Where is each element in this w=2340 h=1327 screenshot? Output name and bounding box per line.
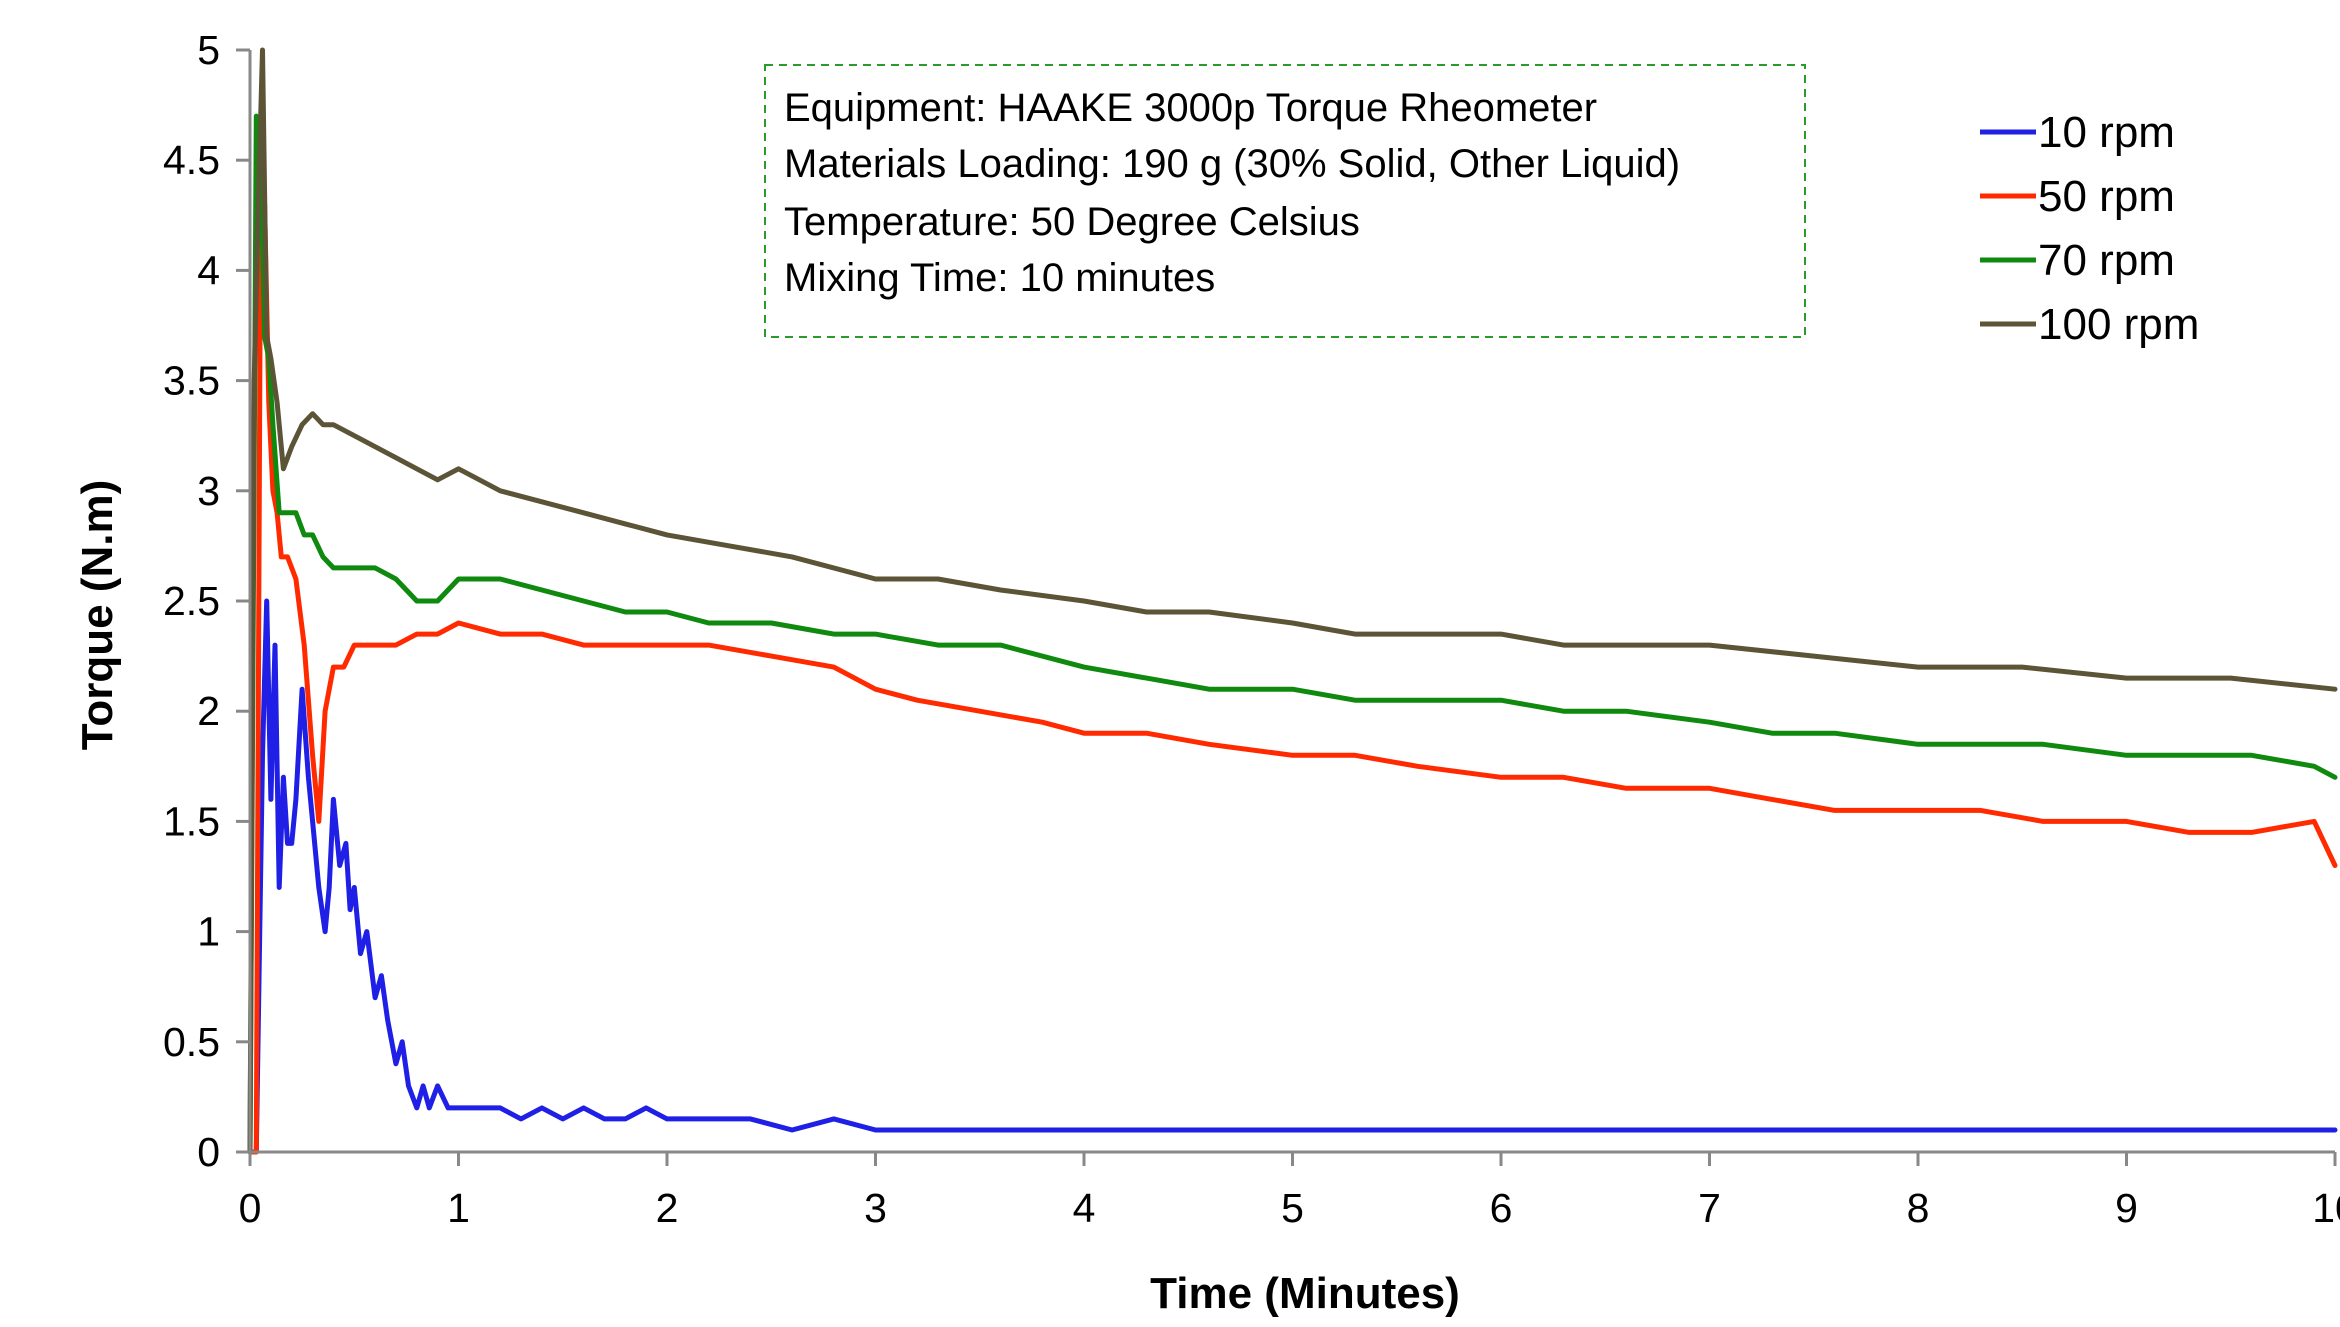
y-tick-label: 1	[197, 909, 220, 955]
series-layer	[247, 47, 2338, 1155]
x-tick-label: 4	[1073, 1185, 1096, 1231]
legend: 10 rpm 50 rpm 70 rpm 100 rpm	[1980, 108, 2199, 349]
legend-label: 50 rpm	[2038, 172, 2175, 221]
x-tick-label: 6	[1490, 1185, 1513, 1231]
annotation-border	[764, 64, 1806, 338]
y-tick-label: 4.5	[163, 137, 220, 183]
series-line-1	[247, 598, 2338, 1155]
x-axis-title: Time (Minutes)	[1150, 1269, 1460, 1318]
y-tick-label: 4	[197, 247, 220, 293]
y-tick-label: 2	[197, 688, 220, 734]
annotation-line-1: Equipment: HAAKE 3000p Torque Rheometer	[784, 86, 1597, 130]
legend-label: 100 rpm	[2038, 300, 2199, 349]
annotation-line-3: Temperature: 50 Degree Celsius	[784, 200, 1360, 244]
series-line-4	[247, 47, 2338, 1155]
y-tick-label: 2.5	[163, 578, 220, 624]
legend-label: 70 rpm	[2038, 236, 2175, 285]
x-tick-label: 3	[864, 1185, 887, 1231]
x-tick-label: 7	[1698, 1185, 1721, 1231]
series-line-3	[247, 113, 2338, 1155]
annotation-line-2: Materials Loading: 190 g (30% Solid, Oth…	[784, 142, 1680, 186]
y-tick-label: 1.5	[163, 798, 220, 844]
series-line-2	[247, 201, 2338, 1155]
ticks-layer: 0 0.5 1 1.5 2 2.5 3 3.5 4 4.5 5 0 1 2 3 4 5 6 7 8 9 10	[163, 27, 2340, 1231]
y-axis-title: Torque (N.m)	[73, 480, 122, 751]
y-tick-label: 0	[197, 1129, 220, 1175]
y-tick-label: 3	[197, 468, 220, 514]
y-tick-label: 5	[197, 27, 220, 73]
x-tick-label: 2	[656, 1185, 679, 1231]
annotation-box: Equipment: HAAKE 3000p Torque Rheometer …	[764, 64, 1806, 338]
x-tick-label: 9	[2115, 1185, 2138, 1231]
x-tick-label: 5	[1281, 1185, 1304, 1231]
legend-label: 10 rpm	[2038, 108, 2175, 157]
x-tick-label: 0	[239, 1185, 262, 1231]
y-tick-label: 0.5	[163, 1019, 220, 1065]
x-tick-label: 8	[1907, 1185, 1930, 1231]
y-tick-label: 3.5	[163, 358, 220, 404]
annotation-line-4: Mixing Time: 10 minutes	[784, 256, 1215, 300]
x-tick-label: 10	[2312, 1185, 2340, 1231]
x-tick-label: 1	[447, 1185, 470, 1231]
